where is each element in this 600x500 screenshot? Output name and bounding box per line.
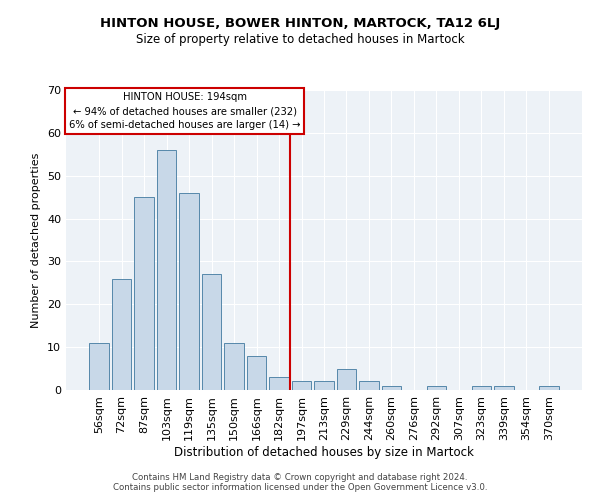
Text: HINTON HOUSE, BOWER HINTON, MARTOCK, TA12 6LJ: HINTON HOUSE, BOWER HINTON, MARTOCK, TA1… xyxy=(100,18,500,30)
Bar xyxy=(292,382,311,390)
Bar xyxy=(202,274,221,390)
X-axis label: Distribution of detached houses by size in Martock: Distribution of detached houses by size … xyxy=(174,446,474,458)
Text: Size of property relative to detached houses in Martock: Size of property relative to detached ho… xyxy=(136,32,464,46)
Bar xyxy=(224,343,244,390)
Bar xyxy=(539,386,559,390)
Bar xyxy=(157,150,176,390)
Y-axis label: Number of detached properties: Number of detached properties xyxy=(31,152,41,328)
Text: HINTON HOUSE: 194sqm
← 94% of detached houses are smaller (232)
6% of semi-detac: HINTON HOUSE: 194sqm ← 94% of detached h… xyxy=(69,92,300,130)
Bar xyxy=(494,386,514,390)
Text: Contains HM Land Registry data © Crown copyright and database right 2024.
Contai: Contains HM Land Registry data © Crown c… xyxy=(113,473,487,492)
Bar xyxy=(337,368,356,390)
Bar xyxy=(427,386,446,390)
Bar xyxy=(89,343,109,390)
Bar xyxy=(112,278,131,390)
Bar xyxy=(382,386,401,390)
Bar xyxy=(359,382,379,390)
Bar xyxy=(314,382,334,390)
Bar xyxy=(269,377,289,390)
Bar xyxy=(472,386,491,390)
Bar xyxy=(134,197,154,390)
Bar xyxy=(179,193,199,390)
Bar xyxy=(247,356,266,390)
